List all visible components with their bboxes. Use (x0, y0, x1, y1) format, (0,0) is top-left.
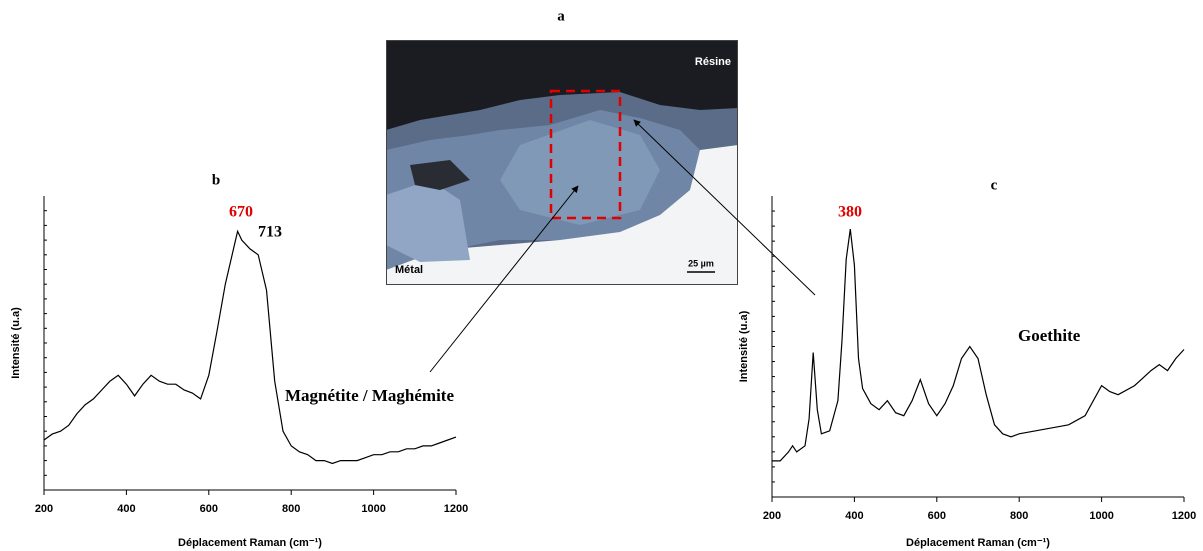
chart-title: c (991, 177, 998, 193)
x-axis-label: Déplacement Raman (cm⁻¹) (906, 537, 1050, 549)
x-tick-label: 400 (845, 510, 863, 522)
y-axis-label: Intensité (u.a) (738, 310, 750, 382)
x-tick-label: 1200 (444, 503, 468, 515)
x-tick-label: 800 (1010, 510, 1028, 522)
x-tick-label: 1000 (361, 503, 385, 515)
x-tick-label: 800 (282, 503, 300, 515)
arrow (633, 119, 816, 296)
phase-label: Goethite (1018, 326, 1081, 345)
x-tick-label: 600 (200, 503, 218, 515)
spectrum (772, 229, 1185, 462)
spectrum (43, 229, 457, 465)
micrograph (386, 40, 738, 285)
label-resine: Résine (695, 56, 731, 68)
x-tick-label: 600 (928, 510, 946, 522)
x-tick-label: 1200 (1172, 510, 1196, 522)
zoom-box (549, 89, 622, 220)
panel-label: a (557, 8, 565, 24)
peak-label: 380 (838, 204, 862, 221)
y-axis-label: Intensité (u.a) (10, 307, 22, 379)
x-tick-label: 200 (35, 503, 53, 515)
peak-label: 670 (229, 204, 253, 221)
x-tick-label: 200 (763, 510, 781, 522)
arrow (429, 185, 579, 373)
x-axis-label: Déplacement Raman (cm⁻¹) (178, 537, 322, 549)
label-metal: Métal (395, 264, 423, 276)
phase-label: Magnétite / Maghémite (285, 386, 454, 405)
x-tick-label: 400 (117, 503, 135, 515)
x-tick-label: 1000 (1089, 510, 1113, 522)
scale-label: 25 µm (688, 258, 714, 268)
chart-title: b (212, 172, 220, 188)
peak-label: 713 (258, 224, 282, 241)
